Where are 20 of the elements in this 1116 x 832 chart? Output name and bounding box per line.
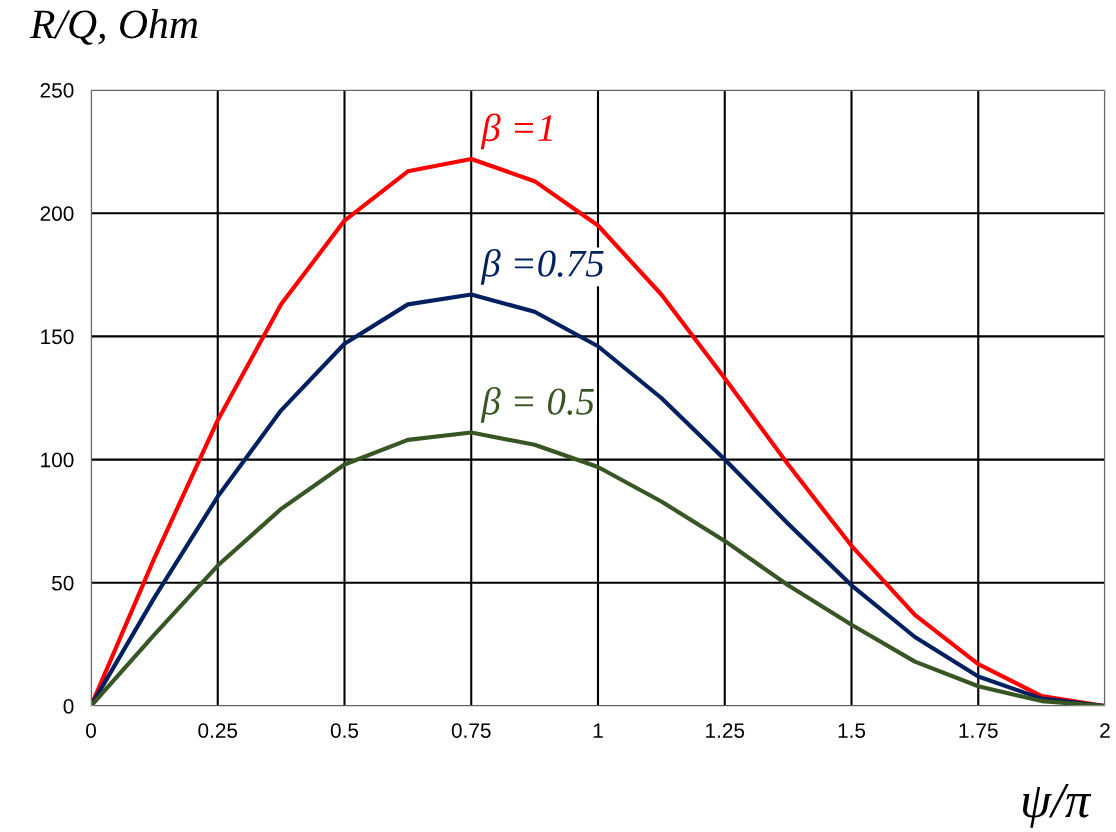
y-tick-label: 250 [40, 83, 74, 98]
x-tick-label: 0.25 [198, 723, 238, 738]
x-tick-label: 0 [86, 723, 96, 738]
x-tick-label: 2 [1100, 723, 1110, 738]
x-tick-label: 1.75 [959, 723, 998, 738]
y-tick-label: 0 [63, 699, 74, 714]
series-label: β =0.75 [480, 248, 604, 285]
x-axis-title: ψ/π [1022, 784, 1092, 828]
x-tick-label: 0.75 [451, 723, 491, 738]
y-tick-label: 150 [41, 329, 74, 345]
x-tick-label: 1.5 [838, 723, 866, 738]
x-tick-label: 1.25 [706, 723, 745, 738]
y-tick-label: 100 [41, 452, 74, 468]
series-label: β =1 [480, 113, 552, 150]
y-tick-label: 200 [40, 206, 74, 221]
x-tick-label: 0.5 [330, 723, 359, 738]
y-axis-title: R/Q, Ohm [29, 9, 198, 45]
x-tick-label: 1 [593, 723, 603, 738]
series-label: β = 0.5 [480, 386, 594, 423]
y-tick-label: 50 [52, 575, 74, 591]
